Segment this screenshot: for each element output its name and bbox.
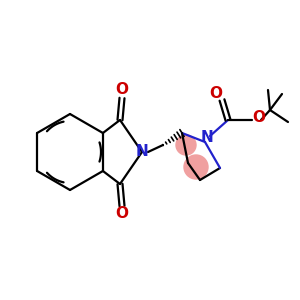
Text: N: N xyxy=(136,145,148,160)
Text: O: O xyxy=(116,82,128,98)
Circle shape xyxy=(176,135,196,155)
Circle shape xyxy=(184,155,208,179)
Text: O: O xyxy=(116,206,128,221)
Text: O: O xyxy=(209,86,223,101)
Text: O: O xyxy=(253,110,266,124)
Text: N: N xyxy=(201,130,213,145)
